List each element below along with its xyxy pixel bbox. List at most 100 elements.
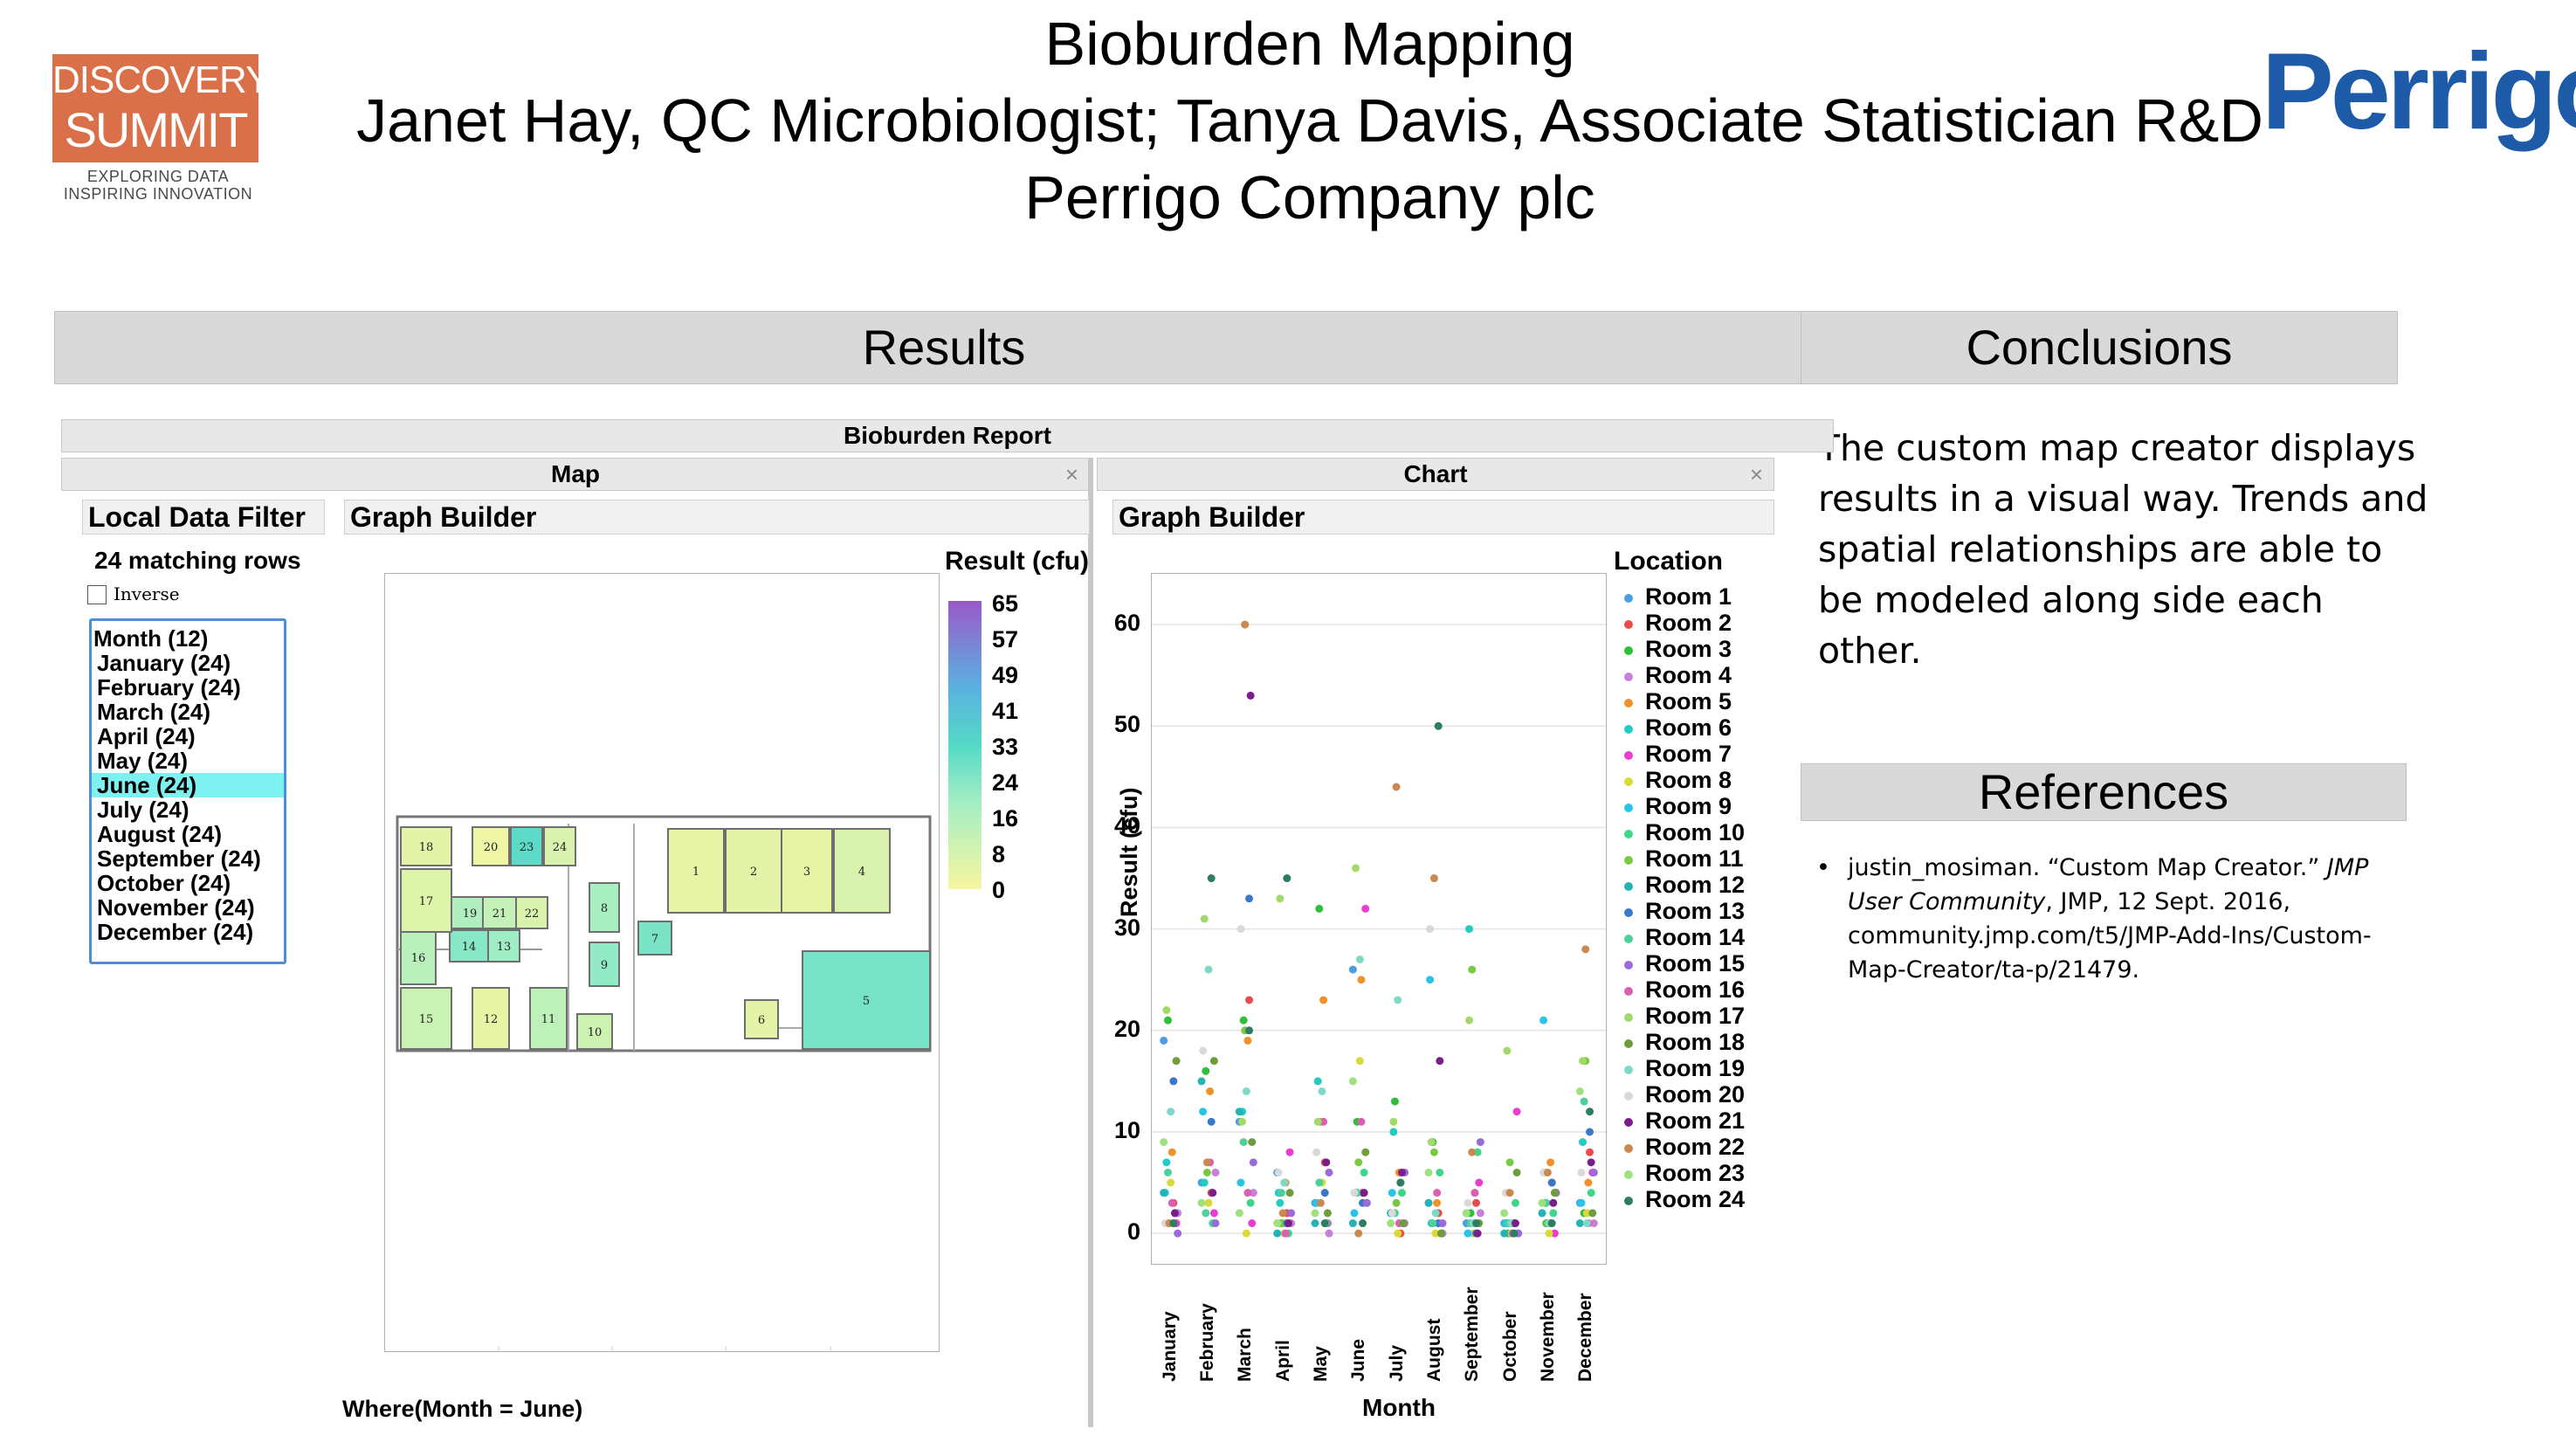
data-point[interactable] [1462, 1209, 1471, 1218]
data-point[interactable] [1320, 1219, 1329, 1228]
data-point[interactable] [1550, 1189, 1559, 1197]
data-point[interactable] [1245, 1026, 1254, 1035]
legend-item[interactable]: Room 6 [1624, 714, 1732, 741]
data-point[interactable] [1589, 1168, 1598, 1176]
graph-builder-map-header[interactable]: Graph Builder [344, 500, 1090, 535]
data-point[interactable] [1245, 894, 1254, 903]
data-point[interactable] [1200, 1178, 1209, 1187]
month-filter-item[interactable]: August (24) [97, 821, 222, 847]
data-point[interactable] [1464, 1198, 1472, 1207]
data-point[interactable] [1199, 1046, 1208, 1055]
data-point[interactable] [1511, 1198, 1519, 1207]
data-point[interactable] [1577, 1198, 1586, 1207]
data-point[interactable] [1587, 1158, 1595, 1167]
data-point[interactable] [1586, 1128, 1595, 1136]
data-point[interactable] [1202, 1209, 1210, 1218]
data-point[interactable] [1538, 1198, 1546, 1207]
data-point[interactable] [1582, 1219, 1591, 1228]
legend-item[interactable]: Room 10 [1624, 819, 1745, 845]
data-point[interactable] [1431, 1229, 1440, 1238]
data-point[interactable] [1245, 996, 1254, 1004]
data-point[interactable] [1167, 1198, 1176, 1207]
data-point[interactable] [1472, 1219, 1481, 1228]
data-point[interactable] [1580, 1097, 1588, 1106]
data-point[interactable] [1575, 1087, 1584, 1095]
legend-item[interactable]: Room 19 [1624, 1055, 1745, 1081]
data-point[interactable] [1202, 1066, 1210, 1075]
data-point[interactable] [1276, 894, 1285, 903]
data-point[interactable] [1163, 1016, 1172, 1025]
data-point[interactable] [1399, 1219, 1408, 1228]
data-point[interactable] [1538, 1209, 1546, 1218]
data-point[interactable] [1200, 914, 1209, 923]
legend-item[interactable]: Room 17 [1624, 1003, 1745, 1029]
local-data-filter-header[interactable]: Local Data Filter [82, 500, 325, 535]
map-room-16[interactable]: 16 [400, 929, 437, 985]
data-point[interactable] [1392, 783, 1401, 791]
data-point[interactable] [1475, 1178, 1484, 1187]
map-graph-frame[interactable]: 1 2 3 4 5 6 7 8 9 10 11 12 13 14 15 16 17 18 19 20 21 22 23 24 [380, 573, 940, 1352]
data-point[interactable] [1588, 1209, 1597, 1218]
legend-item[interactable]: Room 20 [1624, 1081, 1745, 1107]
map-room-1[interactable]: 1 [667, 828, 725, 914]
data-point[interactable] [1582, 1209, 1591, 1218]
data-point[interactable] [1424, 1198, 1433, 1207]
data-point[interactable] [1243, 1189, 1252, 1197]
month-filter-item[interactable]: March (24) [97, 699, 211, 725]
data-point[interactable] [1500, 1229, 1509, 1238]
data-point[interactable] [1549, 1209, 1558, 1218]
map-room-14[interactable]: 14 [449, 929, 489, 963]
close-icon[interactable]: × [1064, 461, 1078, 487]
month-filter-item[interactable]: September (24) [97, 845, 261, 872]
data-point[interactable] [1202, 1168, 1211, 1176]
data-point[interactable] [1543, 1168, 1552, 1176]
data-point[interactable] [1211, 1219, 1220, 1228]
legend-item[interactable]: Room 16 [1624, 976, 1745, 1003]
legend-item[interactable]: Room 14 [1624, 924, 1745, 950]
panel-splitter[interactable] [1088, 458, 1093, 1427]
legend-item[interactable]: Room 8 [1624, 767, 1732, 793]
data-point[interactable] [1167, 1178, 1175, 1187]
legend-item[interactable]: Room 4 [1624, 662, 1732, 688]
map-room-10[interactable]: 10 [576, 1013, 613, 1050]
data-point[interactable] [1320, 1189, 1329, 1197]
data-point[interactable] [1312, 1148, 1321, 1156]
data-point[interactable] [1167, 1107, 1175, 1116]
data-point[interactable] [1468, 965, 1477, 974]
month-filter-item[interactable]: December (24) [97, 919, 254, 945]
data-point[interactable] [1160, 1138, 1168, 1147]
data-point[interactable] [1280, 1178, 1289, 1187]
data-point[interactable] [1388, 1189, 1396, 1197]
legend-item[interactable]: Room 21 [1624, 1107, 1745, 1134]
data-point[interactable] [1239, 1016, 1248, 1025]
data-point[interactable] [1392, 1198, 1401, 1207]
data-point[interactable] [1547, 1219, 1556, 1228]
data-point[interactable] [1315, 904, 1324, 913]
data-point[interactable] [1242, 1087, 1250, 1095]
map-room-3[interactable]: 3 [781, 828, 833, 914]
data-point[interactable] [1397, 1189, 1406, 1197]
data-point[interactable] [1503, 1046, 1512, 1055]
data-point[interactable] [1584, 1178, 1593, 1187]
month-filter-item[interactable]: July (24) [97, 797, 189, 823]
data-point[interactable] [1426, 976, 1435, 984]
data-point[interactable] [1471, 1189, 1479, 1197]
month-filter-list[interactable]: Month (12) January (24) February (24) Marc… [89, 618, 286, 964]
data-point[interactable] [1311, 1219, 1319, 1228]
data-point[interactable] [1468, 1148, 1477, 1156]
data-point[interactable] [1505, 1189, 1514, 1197]
legend-item[interactable]: Room 24 [1624, 1186, 1745, 1212]
month-filter-item[interactable]: January (24) [97, 650, 231, 676]
map-room-6[interactable]: 6 [744, 999, 779, 1039]
data-point[interactable] [1396, 1178, 1405, 1187]
legend-item[interactable]: Room 23 [1624, 1160, 1745, 1186]
data-point[interactable] [1207, 874, 1216, 883]
data-point[interactable] [1248, 1219, 1257, 1228]
data-point[interactable] [1236, 1178, 1245, 1187]
data-point[interactable] [1362, 1198, 1371, 1207]
data-point[interactable] [1313, 1077, 1322, 1086]
data-point[interactable] [1239, 1138, 1248, 1147]
data-point[interactable] [1389, 1117, 1398, 1126]
data-point[interactable] [1579, 1057, 1588, 1066]
data-point[interactable] [1512, 1107, 1521, 1116]
